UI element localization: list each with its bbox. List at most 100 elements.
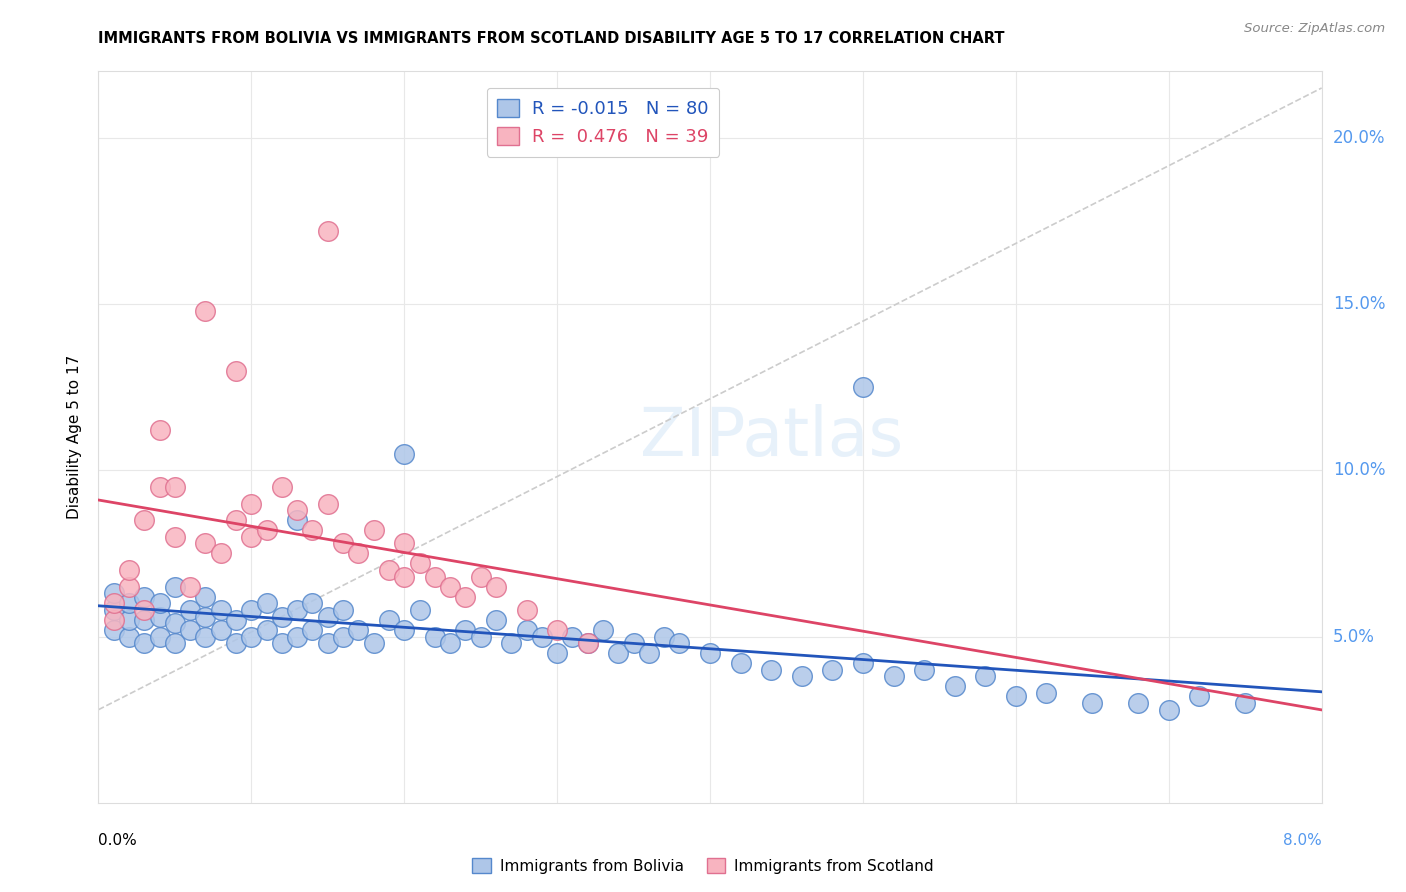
Point — [1157, 703, 1180, 717]
Point — [103, 603, 125, 617]
Point — [179, 603, 201, 617]
Point — [1035, 686, 1057, 700]
Point — [240, 497, 263, 511]
Point — [790, 669, 813, 683]
Point — [149, 609, 172, 624]
Point — [1004, 690, 1026, 704]
Point — [285, 513, 308, 527]
Point — [194, 590, 217, 604]
Text: IMMIGRANTS FROM BOLIVIA VS IMMIGRANTS FROM SCOTLAND DISABILITY AGE 5 TO 17 CORRE: IMMIGRANTS FROM BOLIVIA VS IMMIGRANTS FR… — [98, 31, 1005, 46]
Text: ZIPatlas: ZIPatlas — [640, 404, 903, 470]
Point — [118, 630, 141, 644]
Point — [974, 669, 997, 683]
Text: 8.0%: 8.0% — [1282, 833, 1322, 848]
Point — [118, 596, 141, 610]
Point — [378, 613, 401, 627]
Point — [134, 636, 156, 650]
Y-axis label: Disability Age 5 to 17: Disability Age 5 to 17 — [67, 355, 83, 519]
Point — [285, 630, 308, 644]
Point — [194, 609, 217, 624]
Point — [163, 580, 186, 594]
Point — [347, 623, 370, 637]
Text: 5.0%: 5.0% — [1333, 628, 1375, 646]
Point — [1188, 690, 1211, 704]
Text: Source: ZipAtlas.com: Source: ZipAtlas.com — [1244, 22, 1385, 36]
Point — [470, 630, 492, 644]
Point — [516, 603, 538, 617]
Point — [347, 546, 370, 560]
Point — [270, 636, 294, 650]
Point — [316, 224, 339, 238]
Text: 20.0%: 20.0% — [1333, 128, 1385, 147]
Text: 0.0%: 0.0% — [98, 833, 138, 848]
Point — [194, 630, 217, 644]
Point — [149, 424, 172, 438]
Text: 10.0%: 10.0% — [1333, 461, 1385, 479]
Point — [118, 580, 141, 594]
Point — [225, 363, 247, 377]
Point — [209, 546, 232, 560]
Point — [163, 480, 186, 494]
Point — [103, 623, 125, 637]
Point — [149, 480, 172, 494]
Point — [240, 603, 263, 617]
Point — [316, 636, 339, 650]
Point — [149, 630, 172, 644]
Point — [546, 623, 568, 637]
Point — [149, 596, 172, 610]
Point — [470, 570, 492, 584]
Point — [363, 523, 385, 537]
Point — [530, 630, 553, 644]
Point — [209, 603, 232, 617]
Point — [332, 603, 354, 617]
Point — [316, 497, 339, 511]
Point — [501, 636, 523, 650]
Point — [699, 646, 721, 660]
Point — [225, 613, 247, 627]
Point — [883, 669, 905, 683]
Point — [225, 513, 247, 527]
Point — [454, 623, 477, 637]
Text: 15.0%: 15.0% — [1333, 295, 1385, 313]
Point — [408, 603, 430, 617]
Point — [240, 630, 263, 644]
Point — [256, 596, 278, 610]
Point — [363, 636, 385, 650]
Point — [103, 613, 125, 627]
Point — [163, 636, 186, 650]
Point — [118, 613, 141, 627]
Point — [623, 636, 645, 650]
Point — [240, 530, 263, 544]
Point — [1128, 696, 1150, 710]
Point — [561, 630, 583, 644]
Point — [378, 563, 401, 577]
Point — [1081, 696, 1104, 710]
Point — [134, 613, 156, 627]
Point — [392, 623, 416, 637]
Point — [730, 656, 752, 670]
Point — [1234, 696, 1257, 710]
Point — [301, 623, 323, 637]
Point — [485, 613, 508, 627]
Point — [134, 590, 156, 604]
Point — [301, 596, 323, 610]
Point — [408, 557, 430, 571]
Point — [118, 563, 141, 577]
Point — [852, 380, 875, 394]
Legend: R = -0.015   N = 80, R =  0.476   N = 39: R = -0.015 N = 80, R = 0.476 N = 39 — [486, 87, 718, 157]
Point — [576, 636, 599, 650]
Point — [668, 636, 690, 650]
Point — [270, 480, 294, 494]
Point — [943, 680, 966, 694]
Point — [821, 663, 844, 677]
Point — [454, 590, 477, 604]
Point — [423, 630, 446, 644]
Point — [163, 530, 186, 544]
Point — [179, 580, 201, 594]
Point — [134, 603, 156, 617]
Point — [285, 503, 308, 517]
Point — [852, 656, 875, 670]
Point — [637, 646, 661, 660]
Point — [392, 536, 416, 550]
Point — [332, 536, 354, 550]
